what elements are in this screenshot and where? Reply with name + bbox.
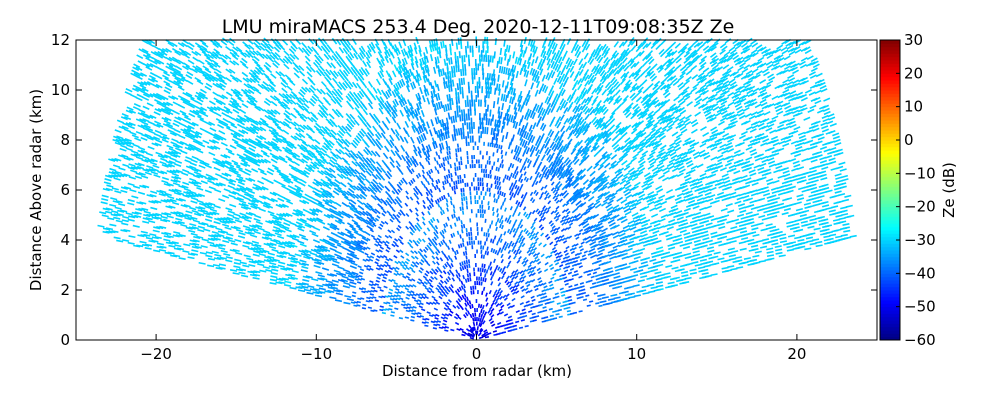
y-tick-label: 12 bbox=[51, 31, 70, 49]
y-tick-label: 6 bbox=[60, 181, 70, 199]
y-tick-label: 10 bbox=[51, 81, 70, 99]
colorbar-tick-label: −40 bbox=[904, 264, 936, 282]
chart-title: LMU miraMACS 253.4 Deg. 2020-12-11T09:08… bbox=[222, 16, 735, 38]
colorbar-tick-label: 30 bbox=[904, 31, 923, 49]
x-tick-label: −10 bbox=[300, 345, 332, 363]
x-axis: −20 −10 0 10 20 bbox=[140, 40, 806, 363]
colorbar-tick-label: −30 bbox=[904, 231, 936, 249]
y-tick-label: 8 bbox=[60, 131, 70, 149]
colorbar-tick-label: −10 bbox=[904, 164, 936, 182]
colorbar: −60 −50 −40 −30 −20 −10 0 10 20 30 bbox=[879, 31, 936, 349]
colorbar-tick-label: 10 bbox=[904, 98, 923, 116]
colorbar-tick-label: −50 bbox=[904, 298, 936, 316]
y-axis: 0 2 4 6 8 10 12 bbox=[51, 31, 877, 349]
x-tick-label: 0 bbox=[472, 345, 482, 363]
colorbar-tick-label: −60 bbox=[904, 331, 936, 349]
colorbar-tick-label: −20 bbox=[904, 198, 936, 216]
x-tick-label: 10 bbox=[627, 345, 646, 363]
x-tick-label: 20 bbox=[787, 345, 806, 363]
colorbar-tick-label: 0 bbox=[904, 131, 914, 149]
colorbar-tick-label: 20 bbox=[904, 64, 923, 82]
y-tick-label: 2 bbox=[60, 281, 70, 299]
y-tick-label: 4 bbox=[60, 231, 70, 249]
y-tick-label: 0 bbox=[60, 331, 70, 349]
x-axis-label: Distance from radar (km) bbox=[382, 362, 572, 380]
colorbar-label: Ze (dB) bbox=[940, 162, 958, 218]
x-tick-label: −20 bbox=[140, 345, 172, 363]
reflectivity-scan bbox=[97, 36, 857, 340]
y-axis-label: Distance Above radar (km) bbox=[27, 89, 45, 291]
